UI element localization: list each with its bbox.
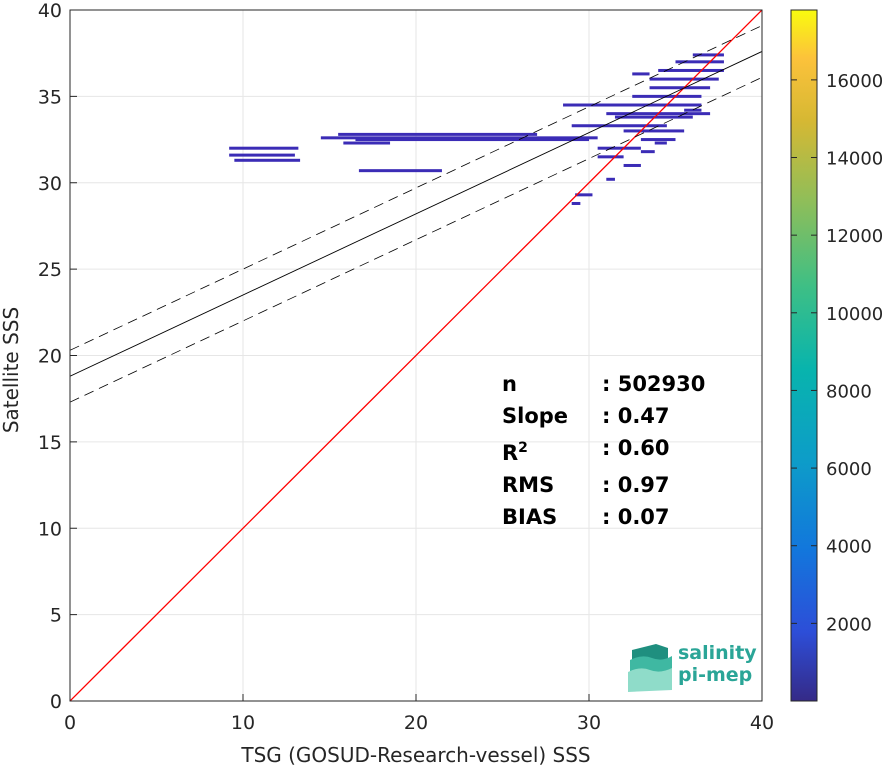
density-cell [358, 169, 442, 173]
density-cell [571, 124, 667, 128]
logo-line2: pi-mep [678, 664, 753, 686]
stat-value: : 502930 [602, 372, 706, 396]
colorbar-tick-label: 12000 [826, 226, 883, 247]
density-cell [229, 153, 295, 157]
colorbar-tick-label: 10000 [826, 304, 883, 325]
y-tick-label: 5 [50, 605, 62, 627]
y-tick-label: 30 [38, 173, 62, 195]
y-tick-label: 15 [38, 432, 62, 454]
density-cell [355, 138, 589, 142]
x-tick-label: 40 [750, 712, 774, 734]
colorbar-tick-label: 2000 [826, 614, 872, 635]
density-cell [597, 155, 624, 159]
density-points [229, 53, 724, 205]
density-cell [234, 158, 301, 162]
colorbar-tick-label: 16000 [826, 71, 883, 92]
y-tick-label: 20 [38, 346, 62, 368]
density-cell [229, 146, 299, 150]
colorbar-tick-label: 14000 [826, 149, 883, 170]
stat-bias: BIAS : 0.07 [502, 501, 705, 533]
stat-slope: Slope : 0.47 [502, 400, 705, 432]
y-tick-label: 35 [38, 86, 62, 108]
density-cell [623, 129, 685, 133]
x-axis-label: TSG (GOSUD-Research-vessel) SSS [240, 743, 590, 767]
colorbar-ticks: 2000 4000 6000 8000 10000 12000 14000 16000 [791, 71, 883, 635]
colorbar-tick-label: 4000 [826, 537, 872, 558]
one-to-one-line [70, 10, 762, 701]
stat-value: : 0.47 [602, 404, 670, 428]
colorbar-tick-label: 8000 [826, 381, 872, 402]
density-cell [563, 103, 702, 107]
stat-label-sup: 2 [518, 440, 528, 456]
x-tick-label: 20 [404, 712, 428, 734]
stat-n: n : 502930 [502, 368, 705, 400]
density-cell [571, 201, 581, 205]
stat-value: : 0.97 [602, 473, 670, 497]
stat-r2: R2 : 0.60 [502, 432, 705, 469]
y-tick-label: 40 [38, 0, 62, 22]
stat-value: : 0.07 [602, 505, 670, 529]
density-cell [654, 141, 667, 145]
y-axis-label: Satellite SSS [0, 307, 23, 433]
y-tick-label: 10 [38, 518, 62, 540]
colorbar [790, 9, 818, 702]
density-cell [606, 177, 615, 181]
density-cell [658, 68, 724, 72]
stat-label: Slope [502, 404, 569, 428]
density-cell [320, 136, 598, 140]
density-cell [649, 77, 719, 81]
axis-ticks: 0 10 20 30 40 0 5 10 15 20 25 30 35 40 [38, 0, 774, 734]
density-cell [684, 108, 702, 112]
fit-lines [70, 10, 762, 701]
density-cell [632, 72, 650, 76]
density-cell [692, 53, 724, 57]
salinity-pi-mep-logo: salinity pi-mep [628, 640, 758, 692]
density-cell [343, 141, 391, 145]
wave-logo-icon [628, 644, 672, 692]
density-cell [623, 163, 641, 167]
density-cell [640, 138, 676, 142]
density-cell [575, 193, 593, 197]
stat-label: BIAS [502, 505, 558, 529]
x-tick-label: 30 [577, 712, 601, 734]
x-tick-label: 10 [231, 712, 255, 734]
density-cell [640, 150, 655, 154]
stat-label: RMS [502, 473, 555, 497]
density-cell [338, 132, 538, 136]
density-cell [597, 146, 641, 150]
stat-label: n [502, 372, 517, 396]
x-tick-label: 0 [64, 712, 76, 734]
stat-label: R2 [502, 432, 602, 469]
density-cell [649, 86, 711, 90]
y-tick-label: 0 [50, 691, 62, 713]
stat-rms: RMS : 0.97 [502, 469, 705, 501]
y-tick-label: 25 [38, 259, 62, 281]
regression-line [70, 51, 762, 377]
density-cell [675, 60, 724, 64]
stat-value: : 0.60 [602, 436, 670, 460]
stats-box: n : 502930 Slope : 0.47 R2 : 0.60 RMS : … [502, 368, 705, 533]
colorbar-tick-label: 6000 [826, 459, 872, 480]
stat-label-r: R [502, 441, 519, 465]
logo-line1: salinity [678, 642, 757, 664]
